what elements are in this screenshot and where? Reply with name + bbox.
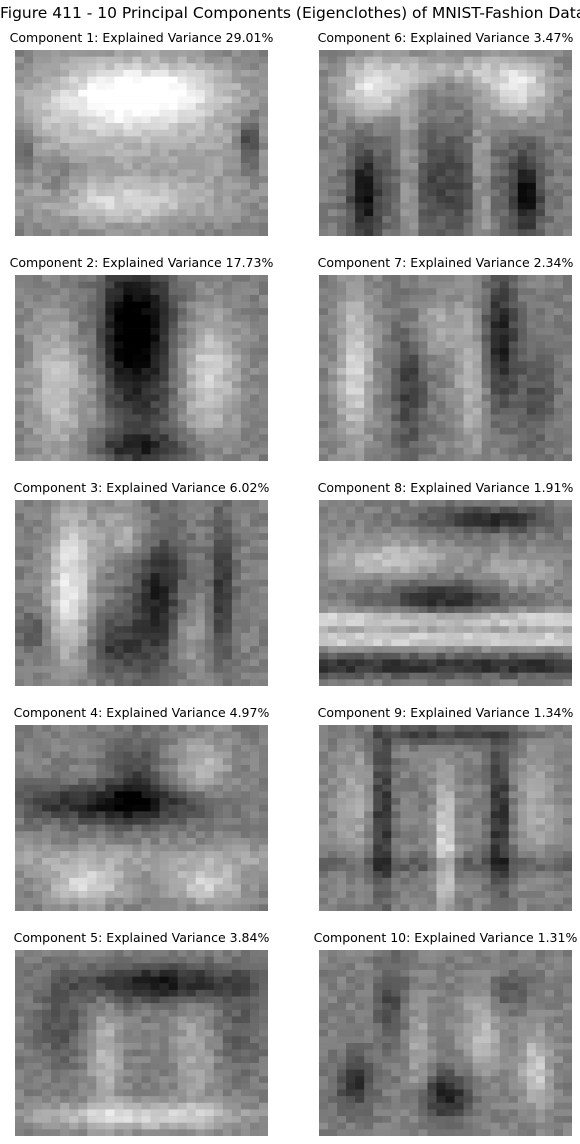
component-4-image bbox=[15, 725, 268, 911]
component-8-title: Component 8: Explained Variance 1.91% bbox=[317, 480, 574, 495]
component-6-title: Component 6: Explained Variance 3.47% bbox=[317, 30, 574, 45]
component-5-image bbox=[15, 950, 268, 1136]
component-10-title: Component 10: Explained Variance 1.31% bbox=[313, 930, 578, 945]
figure-title: Figure 411 - 10 Principal Components (Ei… bbox=[0, 4, 580, 22]
component-7-title: Component 7: Explained Variance 2.34% bbox=[317, 255, 574, 270]
component-1-title: Component 1: Explained Variance 29.01% bbox=[9, 30, 274, 45]
component-4-title: Component 4: Explained Variance 4.97% bbox=[13, 705, 270, 720]
component-2-image bbox=[15, 275, 268, 461]
component-1-image bbox=[15, 50, 268, 236]
component-7-image bbox=[319, 275, 572, 461]
component-2-title: Component 2: Explained Variance 17.73% bbox=[9, 255, 274, 270]
component-10-image bbox=[319, 950, 572, 1136]
component-3-title: Component 3: Explained Variance 6.02% bbox=[13, 480, 270, 495]
component-8-image bbox=[319, 500, 572, 686]
component-5-title: Component 5: Explained Variance 3.84% bbox=[13, 930, 270, 945]
component-9-image bbox=[319, 725, 572, 911]
component-6-image bbox=[319, 50, 572, 236]
component-3-image bbox=[15, 500, 268, 686]
component-9-title: Component 9: Explained Variance 1.34% bbox=[317, 705, 574, 720]
